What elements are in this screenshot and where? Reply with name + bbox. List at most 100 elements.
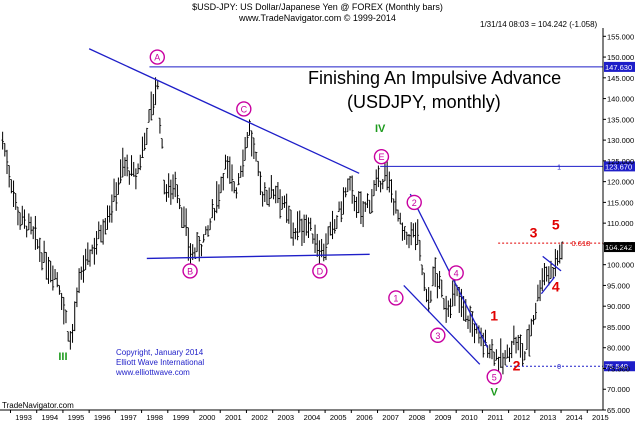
horizontal-levels: 147.630 123.670 75.540 1 0 0.618 104.242: [149, 61, 635, 372]
x-tick-label: 1993: [15, 413, 32, 422]
x-tick-label: 1999: [173, 413, 190, 422]
trendline: [540, 276, 556, 295]
wave-circle-label: A: [154, 53, 160, 63]
y-tick-label: 90.000: [607, 302, 630, 311]
y-tick-label: 70.000: [607, 385, 630, 394]
x-tick-label: 1997: [120, 413, 137, 422]
wave-circle: [406, 194, 422, 211]
level-price-box: [604, 61, 635, 72]
wave-count-label: 1: [490, 308, 498, 324]
trendline: [542, 255, 562, 272]
price-bars: [1, 77, 564, 375]
level-price-label: 75.540: [605, 362, 628, 371]
wave-circle-label: C: [241, 104, 248, 114]
wave-count-label: 3: [530, 225, 538, 241]
y-tick-label: 155.000: [607, 32, 634, 41]
y-tick-label: 100.000: [607, 261, 634, 270]
trendline: [403, 284, 481, 365]
current-price-label: 104.242: [605, 243, 632, 252]
y-tick-label: 115.000: [607, 198, 634, 207]
y-tick-label: 105.000: [607, 240, 634, 249]
x-tick-label: 2008: [409, 413, 426, 422]
axes: 65.000 70.000 75.000 80.000 85.000 90.000 95.0…: [0, 28, 634, 422]
wave-degree-label: IV: [375, 123, 386, 135]
x-tick-label: 1994: [41, 413, 58, 422]
wave-circle: [182, 263, 198, 279]
chart-title: $USD-JPY: US Dollar/Japanese Yen @ FOREX…: [192, 2, 443, 12]
x-tick-label: 2000: [199, 413, 216, 422]
wave-circle: [312, 263, 328, 279]
wave-degree-label: III: [58, 351, 67, 363]
y-tick-label: 80.000: [607, 344, 630, 353]
x-tick-label: 2011: [487, 413, 503, 422]
x-tick-label: 2001: [225, 413, 242, 422]
y-tick-label: 75.000: [607, 364, 630, 373]
x-tick-label: 2004: [304, 413, 321, 422]
wave-degree-label: V: [491, 386, 499, 398]
x-tick-label: 2015: [592, 413, 609, 422]
copyright-line-2: Elliott Wave International: [116, 358, 205, 367]
annotation-line-1: Finishing An Impulsive Advance: [308, 68, 562, 88]
wave-circle-label: E: [378, 152, 384, 162]
trendline: [88, 48, 360, 174]
level-price-box: [604, 161, 635, 172]
x-tick-label: 2010: [461, 413, 478, 422]
wave-circle: [236, 101, 252, 117]
y-tick-label: 130.000: [607, 136, 634, 145]
trendline: [146, 253, 370, 260]
x-tick-label: 2009: [435, 413, 452, 422]
y-tick-label: 125.000: [607, 157, 634, 166]
wave-count-label: 2: [513, 358, 521, 374]
y-tick-label: 110.000: [607, 219, 634, 228]
x-tick-label: 2013: [540, 413, 557, 422]
x-tick-label: 2014: [566, 413, 583, 422]
wave-circle: [388, 290, 404, 306]
chart-subtitle: www.TradeNavigator.com © 1999-2014: [239, 13, 396, 23]
wave-count-label: 4: [552, 279, 560, 295]
x-tick-label: 2012: [513, 413, 530, 422]
wave-circle-label: 2: [412, 198, 417, 208]
wave-circle-label: 4: [454, 268, 459, 278]
x-tick-label: 2007: [382, 413, 399, 422]
x-tick-label: 1998: [146, 413, 163, 422]
y-tick-label: 85.000: [607, 323, 630, 332]
y-tick-label: 65.000: [607, 406, 630, 415]
y-tick-label: 145.000: [607, 74, 634, 83]
wave-circle: [486, 369, 502, 385]
x-tick-label: 2002: [251, 413, 268, 422]
wave-count-label: 5: [552, 216, 560, 232]
y-tick-label: 120.000: [607, 178, 634, 187]
level-price-box: [604, 361, 635, 372]
level-marker: 1: [557, 164, 561, 171]
copyright-line-1: Copyright, January 2014: [116, 348, 204, 357]
wave-circle-label: 3: [435, 331, 440, 341]
y-tick-label: 135.000: [607, 115, 634, 124]
x-tick-label: 2006: [356, 413, 373, 422]
y-tick-label: 95.000: [607, 281, 630, 290]
fib-level-label: 0.618: [572, 239, 591, 248]
wave-circle: [448, 265, 464, 281]
level-price-label: 147.630: [605, 63, 632, 72]
wave-labels: A B C D E 1 2 3 4 5 III IV V 1 2 3 4 5: [58, 49, 560, 398]
y-tick-label: 140.000: [607, 95, 634, 104]
wave-circle: [373, 149, 390, 165]
wave-circle-label: 5: [492, 372, 497, 382]
wave-circle: [430, 327, 446, 343]
last-price-info: 1/31/14 08:03 = 104.242 (-1.058): [480, 20, 598, 29]
x-tick-label: 2005: [330, 413, 347, 422]
wave-circle: [149, 49, 166, 65]
x-tick-label: 1996: [94, 413, 111, 422]
x-tick-label: 2003: [277, 413, 294, 422]
wave-circle-label: B: [187, 266, 193, 276]
footer-brand: TradeNavigator.com: [2, 401, 74, 410]
wave-circle-label: 1: [393, 293, 398, 303]
current-price-box: [604, 242, 635, 253]
level-marker: 0: [557, 364, 561, 371]
wave-circle-label: D: [317, 266, 324, 276]
x-tick-label: 1995: [68, 413, 85, 422]
level-price-label: 123.670: [605, 162, 632, 171]
y-tick-label: 150.000: [607, 53, 634, 62]
copyright-line-3[interactable]: www.elliottwave.com: [116, 368, 190, 377]
annotation-line-2: (USDJPY, monthly): [347, 92, 501, 112]
